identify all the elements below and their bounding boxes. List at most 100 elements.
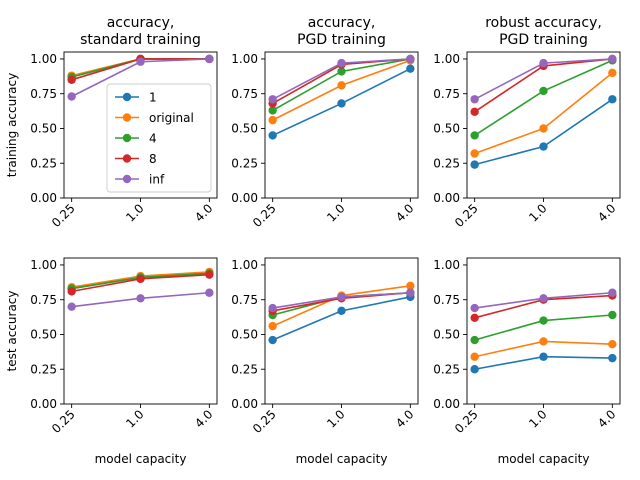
data-point-inf-2 (406, 288, 415, 297)
x-axis-label: model capacity (95, 452, 187, 466)
y-tick-label: 0.50 (231, 328, 258, 342)
data-point-8-0 (470, 107, 479, 116)
data-point-8-0 (470, 313, 479, 322)
data-point-4-0 (470, 131, 479, 140)
y-tick-label: 0.75 (231, 87, 258, 101)
series-line-1 (272, 296, 411, 341)
data-point-1-1 (337, 306, 346, 316)
data-point-inf-0 (67, 302, 76, 311)
x-tick-label: 0.25 (250, 407, 279, 436)
data-point-inf-0 (67, 92, 76, 101)
y-tick-label: 0.00 (30, 191, 57, 205)
data-point-4-0 (268, 106, 277, 115)
legend-swatch-marker (122, 92, 132, 102)
data-point-8-0 (67, 287, 76, 296)
y-tick-label: 0.50 (433, 122, 460, 136)
y-axis-label-row-0: training accuracy (5, 73, 19, 177)
legend-item-original: original (115, 111, 194, 125)
legend-label: original (149, 111, 194, 125)
y-tick-label: 0.00 (433, 397, 460, 411)
y-tick-label: 0.00 (433, 191, 460, 205)
legend-swatch-marker (122, 113, 132, 122)
y-tick-label: 0.25 (30, 362, 57, 376)
data-point-1-2 (608, 353, 617, 363)
legend-label: 8 (149, 152, 157, 166)
x-tick-label: 0.25 (452, 407, 481, 436)
data-point-inf-1 (136, 294, 145, 303)
data-point-1-2 (608, 95, 617, 104)
data-point-original-0 (470, 149, 479, 158)
panel-0-0: 0.000.250.500.751.000.25 1.0 4.01original4… (30, 51, 218, 230)
data-point-inf-0 (470, 303, 479, 313)
column-title-1-line-1: PGD training (297, 32, 386, 48)
y-tick-label: 1.00 (433, 258, 460, 272)
data-point-original-2 (608, 68, 617, 78)
legend-swatch-marker (122, 133, 132, 143)
x-tick-label: 0.25 (49, 407, 78, 436)
data-point-1-1 (539, 142, 548, 151)
y-tick-label: 1.00 (433, 52, 460, 66)
axes-frame (264, 257, 419, 405)
column-title-0-line-1: standard training (80, 32, 201, 48)
data-point-8-0 (67, 75, 76, 85)
x-tick-label: 4.0 (595, 201, 618, 224)
x-tick-label: 4.0 (192, 201, 215, 224)
data-point-inf-0 (268, 95, 277, 104)
x-tick-label: 1.0 (324, 201, 347, 224)
data-point-inf-2 (205, 54, 214, 64)
data-point-inf-0 (470, 95, 479, 104)
panel-0-2: 0.000.250.500.751.000.25 1.0 4.0 (433, 51, 621, 230)
data-point-inf-1 (337, 58, 346, 68)
legend: 1 original 4 8 inf (106, 83, 212, 193)
y-tick-label: 0.75 (30, 87, 57, 101)
x-tick-label: 1.0 (123, 407, 146, 430)
y-tick-label: 0.50 (433, 328, 460, 342)
data-point-inf-2 (608, 288, 617, 297)
data-point-1-0 (470, 365, 479, 374)
y-tick-label: 0.75 (433, 293, 460, 307)
legend-item-inf: inf (115, 172, 165, 186)
legend-box (106, 83, 212, 193)
y-tick-label: 0.25 (231, 362, 258, 376)
data-point-original-0 (268, 321, 277, 331)
column-title-1-line-0: accuracy, (308, 15, 376, 31)
data-point-1-1 (539, 352, 548, 361)
y-tick-label: 0.00 (231, 397, 258, 411)
data-point-original-2 (406, 281, 415, 291)
x-tick-label: 0.25 (250, 201, 279, 230)
x-tick-label: 1.0 (526, 201, 549, 224)
legend-item-8: 8 (115, 152, 157, 166)
y-tick-label: 0.75 (231, 293, 258, 307)
x-tick-label: 0.25 (452, 201, 481, 230)
y-tick-label: 0.25 (30, 156, 57, 170)
data-point-original-0 (268, 115, 277, 125)
y-tick-label: 0.50 (30, 122, 57, 136)
column-title-0-line-0: accuracy, (107, 15, 175, 31)
data-point-original-1 (539, 124, 548, 133)
y-tick-label: 0.50 (30, 328, 57, 342)
data-point-4-1 (337, 67, 346, 76)
legend-swatch-marker (122, 154, 132, 163)
y-tick-label: 1.00 (30, 52, 57, 66)
data-point-4-0 (470, 335, 479, 345)
legend-label: 4 (149, 131, 157, 145)
column-title-2-line-1: PGD training (499, 32, 588, 48)
data-point-inf-0 (268, 303, 277, 313)
data-point-original-0 (470, 352, 479, 361)
y-tick-label: 1.00 (30, 258, 57, 272)
data-point-1-0 (470, 160, 479, 169)
x-tick-label: 4.0 (192, 407, 215, 430)
y-tick-label: 0.75 (30, 293, 57, 307)
panel-0-1: 0.000.250.500.751.000.25 1.0 4.0 (231, 51, 419, 230)
data-point-1-0 (268, 131, 277, 140)
data-point-1-2 (406, 64, 415, 73)
x-tick-label: 4.0 (393, 407, 416, 430)
data-point-4-2 (608, 310, 617, 320)
axes-frame (466, 257, 621, 405)
data-point-8-2 (205, 270, 214, 279)
data-point-original-1 (337, 81, 346, 90)
